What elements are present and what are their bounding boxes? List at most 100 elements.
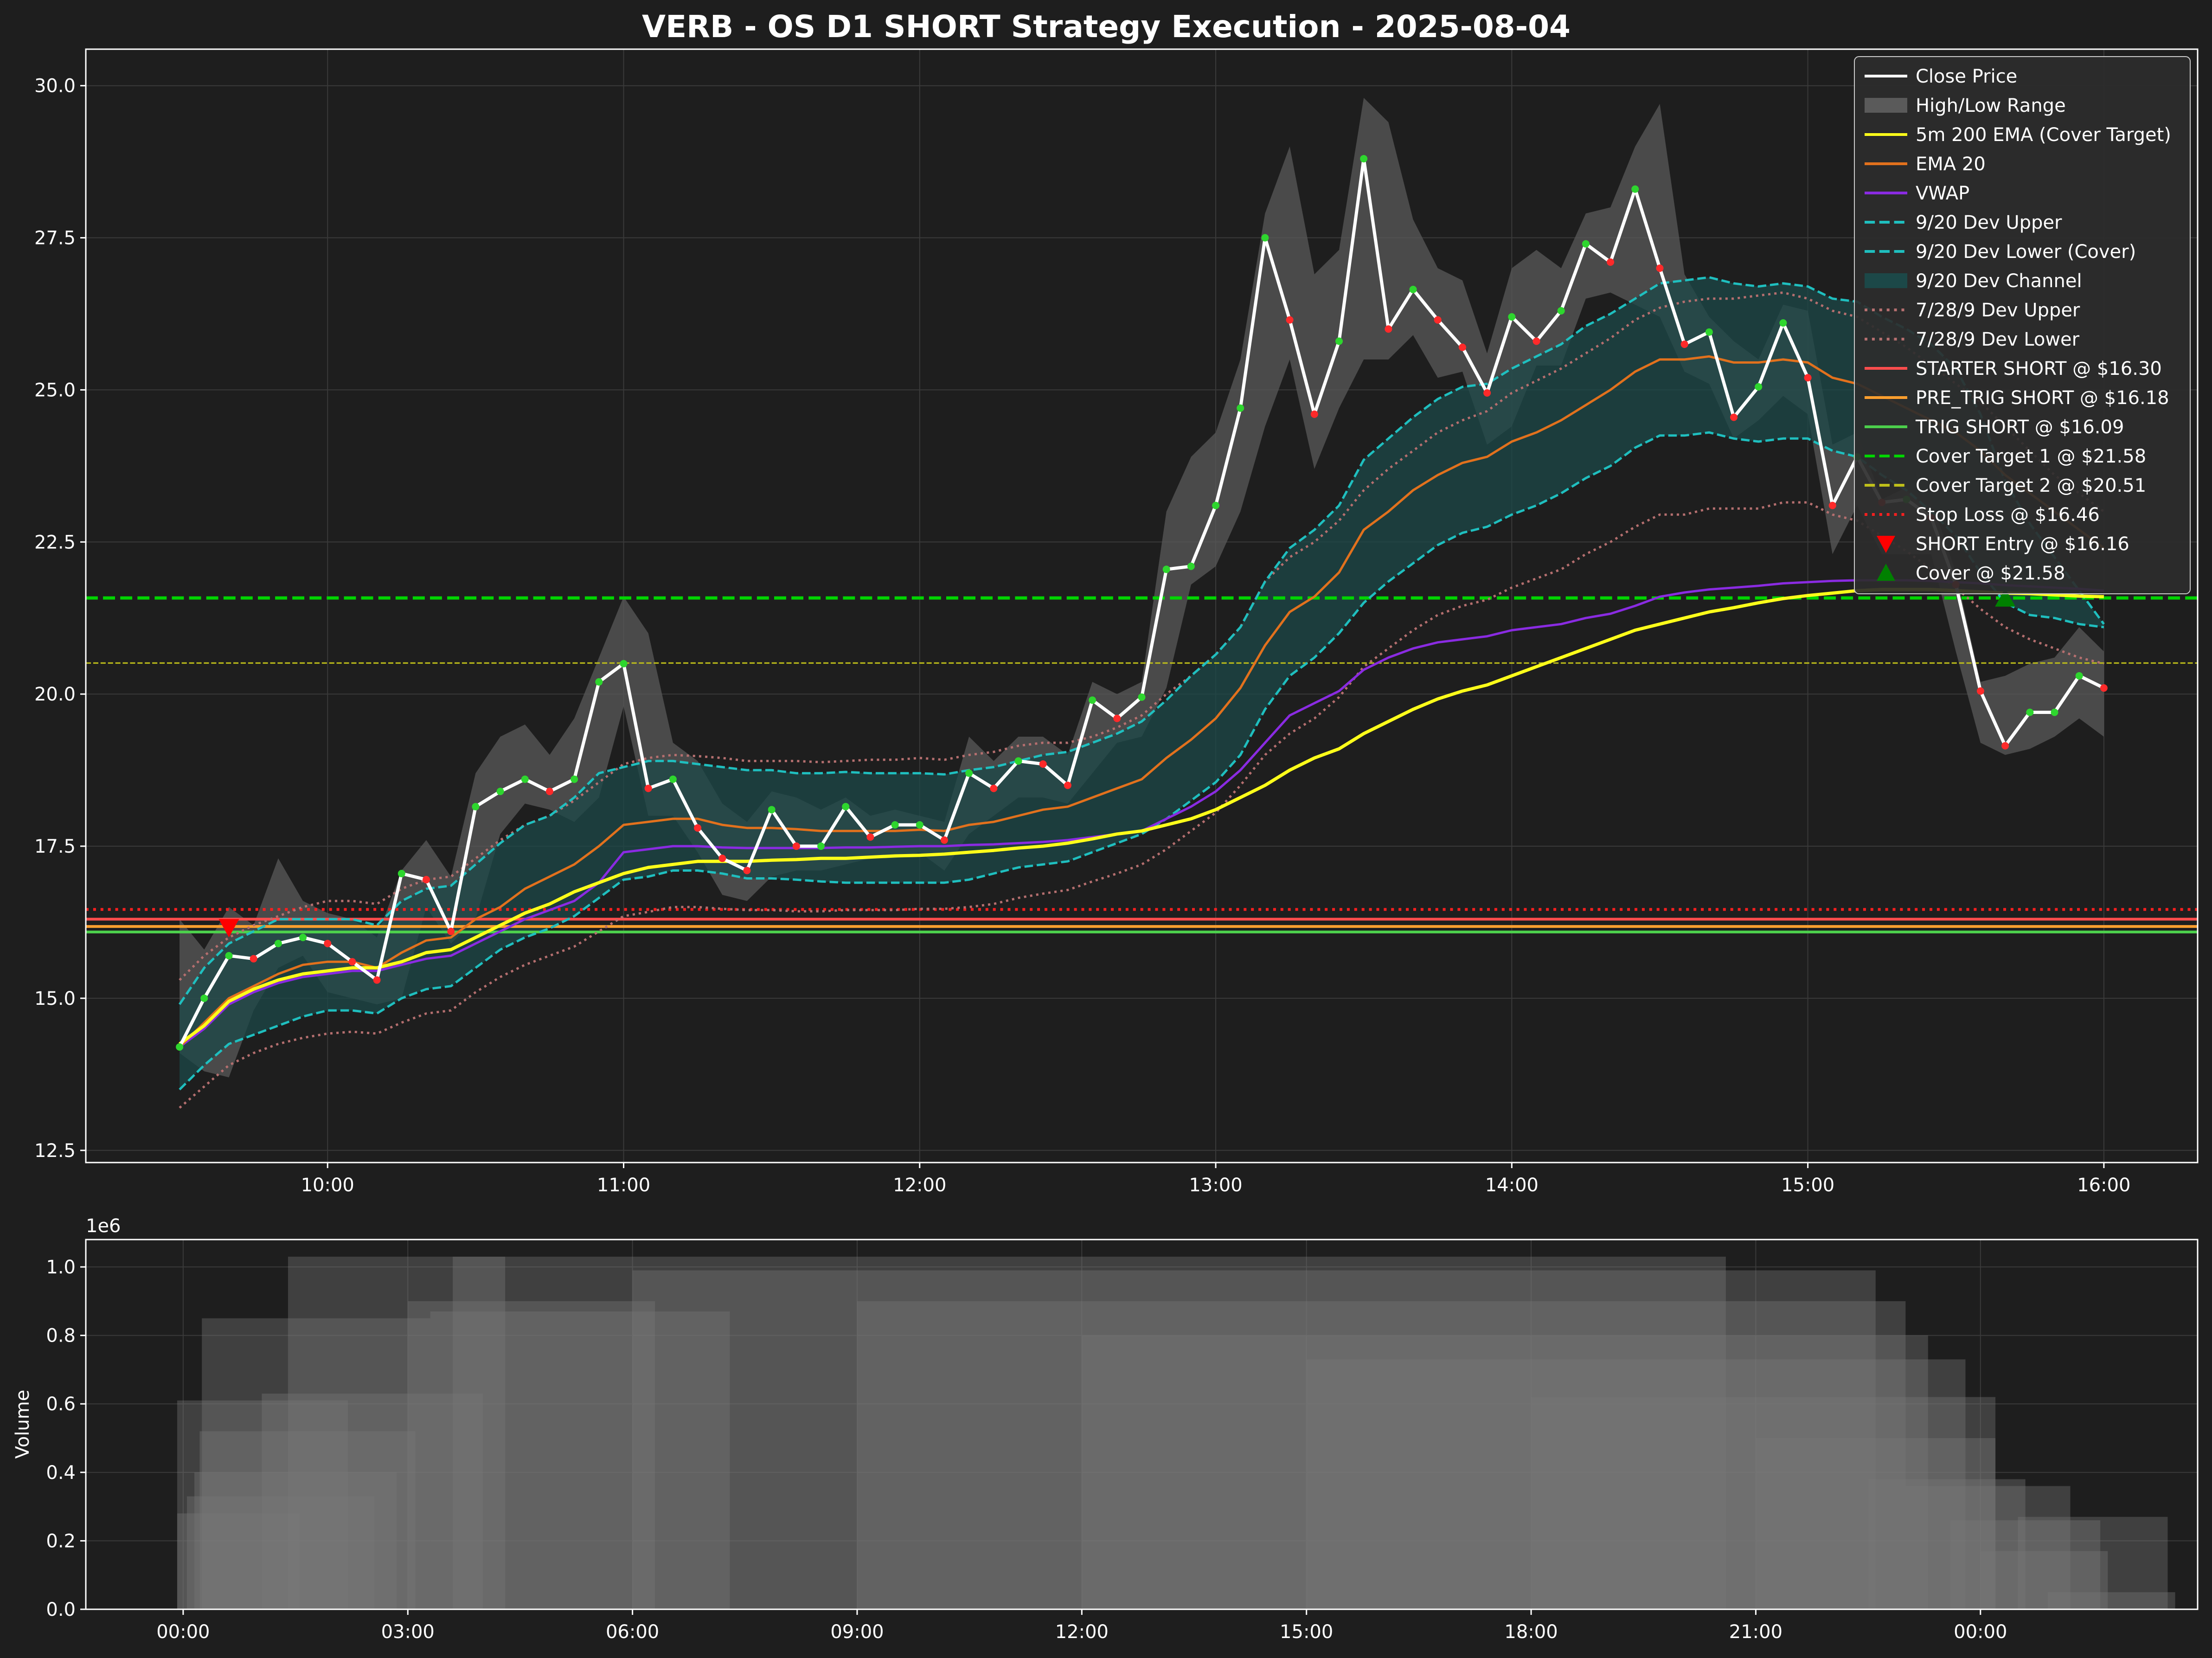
volume-x-tick-label: 12:00 [1055, 1621, 1109, 1643]
price-y-tick-label: 17.5 [34, 836, 76, 857]
close-point [521, 775, 529, 783]
volume-bar [430, 1311, 730, 1609]
short-entry-marker [218, 919, 239, 938]
price-y-tick-label: 30.0 [34, 76, 76, 97]
legend-label: 9/20 Dev Upper [1916, 212, 2062, 233]
price-grid [86, 49, 2198, 1163]
volume-y-tick-label: 1.0 [46, 1257, 76, 1278]
close-point [2026, 708, 2034, 716]
volume-bar [186, 1496, 374, 1609]
price-x-tick-label: 11:00 [597, 1175, 650, 1196]
close-point [940, 836, 948, 844]
close-point [1409, 286, 1417, 294]
close-point [1508, 313, 1516, 321]
price-x-tick-label: 12:00 [893, 1175, 946, 1196]
legend-swatch-marker [1877, 564, 1895, 581]
volume-bar [194, 1472, 397, 1609]
volume-bar [262, 1394, 483, 1609]
price-x-tick-label: 13:00 [1189, 1175, 1242, 1196]
close-point [200, 994, 208, 1002]
close-point [1187, 562, 1195, 570]
series-line-5m-200-ema-cover-target- [179, 588, 2104, 1046]
close-point [1360, 155, 1368, 163]
volume-bar [408, 1301, 655, 1609]
close-point [644, 784, 652, 792]
close-point [545, 788, 553, 795]
close-point [1335, 337, 1343, 345]
close-point [990, 784, 998, 792]
close-point [891, 821, 899, 829]
volume-bar [632, 1270, 1876, 1609]
close-point [792, 842, 800, 850]
legend-label: 5m 200 EMA (Cover Target) [1916, 124, 2171, 146]
legend-label: Close Price [1916, 66, 2017, 87]
close-point [1828, 501, 1836, 509]
series-line-9-20-dev-upper [179, 276, 2105, 1005]
close-point [1458, 343, 1466, 351]
close-point [274, 939, 282, 947]
close-point [1705, 328, 1713, 336]
legend-label: 7/28/9 Dev Upper [1916, 300, 2080, 321]
volume-bar [202, 1318, 430, 1609]
legend-label: High/Low Range [1916, 95, 2066, 116]
close-point [718, 855, 726, 862]
legend-label: EMA 20 [1916, 154, 1986, 175]
close-point [1434, 316, 1442, 324]
close-point [1310, 410, 1318, 418]
close-point [1162, 566, 1170, 573]
close-point [1607, 258, 1615, 266]
close-point [1064, 781, 1071, 789]
volume-x-tick-label: 03:00 [381, 1621, 435, 1643]
close-point [1631, 185, 1639, 193]
close-point [571, 775, 578, 783]
cover-marker [1995, 588, 2016, 607]
close-point [1212, 501, 1220, 509]
volume-x-tick-label: 21:00 [1729, 1621, 1782, 1643]
legend-label: Stop Loss @ $16.46 [1916, 504, 2100, 526]
close-point [768, 806, 776, 814]
volume-bar [1950, 1520, 2101, 1609]
close-point [595, 678, 603, 686]
close-point [1557, 307, 1565, 315]
close-point [1656, 264, 1664, 272]
price-x-tick-label: 16:00 [2077, 1175, 2130, 1196]
close-point [225, 952, 233, 960]
price-axes-frame [85, 48, 2199, 1163]
volume-bars [177, 1256, 2175, 1609]
volume-bar [2048, 1592, 2175, 1609]
price-y-tick-label: 25.0 [34, 379, 76, 401]
close-point [866, 833, 874, 841]
price-y-tick-label: 20.0 [34, 684, 76, 705]
volume-x-tick-label: 09:00 [830, 1621, 884, 1643]
close-point [817, 842, 825, 850]
legend-swatch-patch [1865, 98, 1907, 113]
series-line-7-28-9-dev-upper [179, 291, 2105, 981]
close-point [1237, 404, 1244, 412]
volume-panel: 0.0 0.2 0.4 0.6 0.8 1.0 00:00 03:00 06:00 09:00 12… [12, 1215, 2199, 1643]
volume-bar [1306, 1359, 1966, 1609]
close-point [1113, 714, 1121, 722]
close-point [1779, 319, 1787, 327]
volume-x-tick-label: 18:00 [1504, 1621, 1558, 1643]
volume-offset-text: 1e6 [86, 1215, 121, 1237]
legend-label: VWAP [1916, 183, 1969, 204]
series-line-ema-20 [179, 355, 2105, 1048]
volume-bar [1756, 1438, 1996, 1609]
price-x-tick-label: 10:00 [301, 1175, 354, 1196]
close-point [496, 788, 504, 795]
volume-x-tick-label: 00:00 [156, 1621, 210, 1643]
close-point [2001, 742, 2009, 750]
close-point [2075, 672, 2083, 680]
volume-bar [1868, 1479, 2026, 1609]
legend-label: STARTER SHORT @ $16.30 [1916, 358, 2162, 379]
price-x-tick-label: 14:00 [1485, 1175, 1539, 1196]
volume-bar [453, 1256, 1726, 1609]
close-point [447, 927, 455, 935]
close-point [1755, 383, 1763, 391]
close-point [1532, 337, 1540, 345]
close-point [1138, 693, 1146, 701]
volume-bar [857, 1301, 1906, 1609]
close-point [1014, 757, 1022, 765]
close-point [1730, 413, 1738, 421]
volume-y-tick-label: 0.0 [46, 1599, 76, 1620]
